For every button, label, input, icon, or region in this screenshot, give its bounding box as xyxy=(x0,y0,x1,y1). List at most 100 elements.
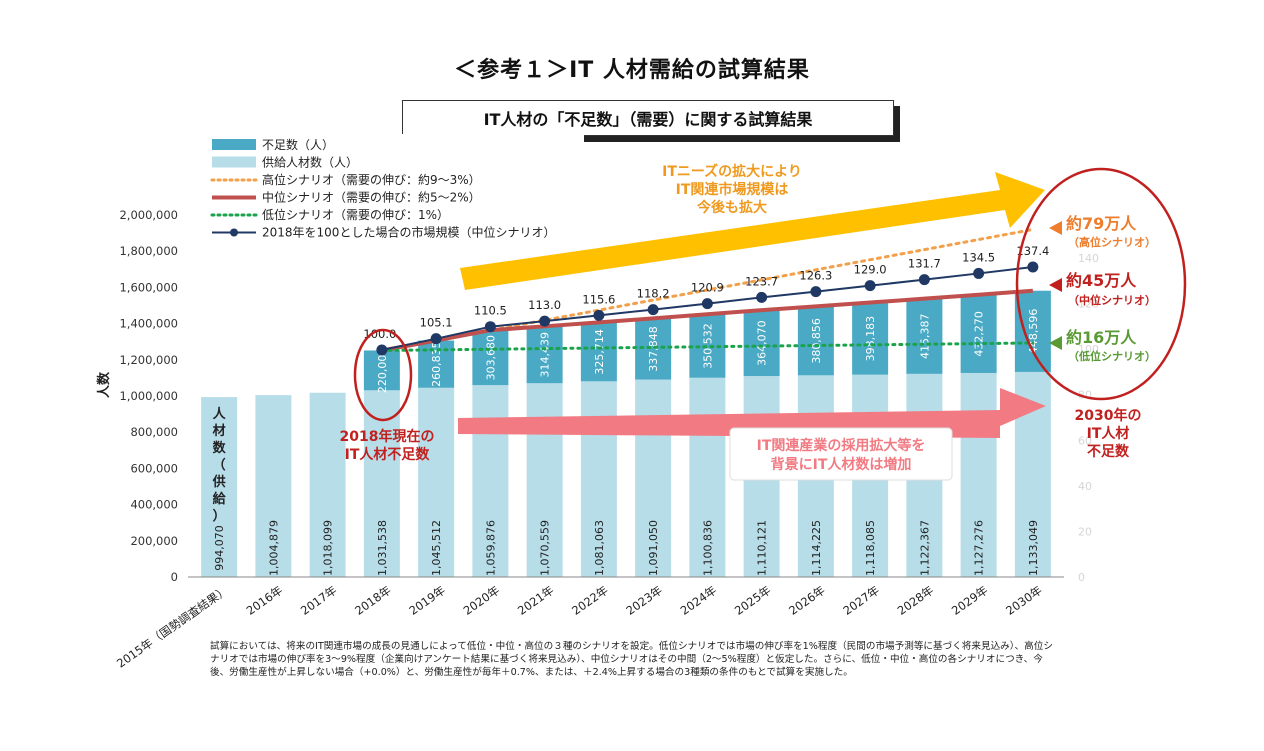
legend-label: 高位シナリオ（需要の伸び：約9～3%） xyxy=(262,172,481,187)
market-index-label: 126.3 xyxy=(799,269,832,283)
x-tick-label: 2027年 xyxy=(840,583,881,618)
x-tick-label: 2016年 xyxy=(244,583,285,618)
callout-mid-label: （中位シナリオ） xyxy=(1068,293,1156,307)
market-index-point xyxy=(1027,261,1039,273)
x-tick-label: 2028年 xyxy=(895,583,936,618)
market-index-label: 113.0 xyxy=(528,298,561,312)
legend-swatch-marker xyxy=(230,228,238,237)
x-tick-label: 2023年 xyxy=(623,583,664,618)
y-tick-label: 800,000 xyxy=(130,425,178,439)
bar-shortage xyxy=(526,326,563,384)
bar-supply-label: 1,045,512 xyxy=(430,520,443,576)
market-index-label: 123.7 xyxy=(745,274,778,288)
bar-shortage xyxy=(852,302,889,375)
y2-tick-label: 140 xyxy=(1078,252,1099,265)
annotation-hiring: IT関連産業の採用拡大等を xyxy=(757,437,926,454)
pointer-low-icon xyxy=(1049,336,1062,350)
market-index-point xyxy=(810,286,822,298)
bar-shortage-label: 380,856 xyxy=(810,318,823,364)
annotation-2030-shortage: IT人材 xyxy=(1087,425,1130,442)
x-tick-label: 2029年 xyxy=(949,583,990,618)
x-tick-label: 2022年 xyxy=(569,583,610,618)
bar-shortage xyxy=(418,340,455,388)
market-index-point xyxy=(864,280,876,292)
bar-shortage xyxy=(960,294,997,373)
callout-low-amount: 約16万人 xyxy=(1066,328,1137,347)
annotation-2018-shortage: 2018年現在の xyxy=(340,428,435,445)
footnote: 試算においては、将来のIT関連市場の成長の見通しによって低位・中位・高位の３種の… xyxy=(210,641,1053,678)
pointer-high-icon xyxy=(1049,221,1062,235)
bar-supply-label: 1,018,099 xyxy=(322,520,335,576)
market-index-point xyxy=(430,333,442,345)
highlight-2018-shortage xyxy=(353,328,413,422)
bar-supply-label: 1,127,276 xyxy=(973,520,986,576)
y-tick-label: 2,000,000 xyxy=(119,208,178,222)
bar-supply-label: 994,070 xyxy=(213,525,226,571)
callout-mid-amount: 約45万人 xyxy=(1066,271,1137,290)
y2-tick-label: 60 xyxy=(1078,434,1092,447)
bar-supply xyxy=(635,379,672,577)
x-tick-label: 2030年 xyxy=(1003,583,1044,618)
bar-shortage-label: 415,387 xyxy=(918,314,931,360)
market-index-label: 118.2 xyxy=(637,287,670,301)
bar-supply xyxy=(689,377,726,577)
y-tick-label: 200,000 xyxy=(130,534,178,548)
legend-label: 不足数（人） xyxy=(262,137,334,152)
bar-supply xyxy=(580,381,617,577)
bar-supply xyxy=(526,383,563,577)
bar-supply-label: 1,031,538 xyxy=(376,520,389,576)
line-high-scenario xyxy=(380,227,1035,352)
legend-box xyxy=(204,134,584,242)
annotation-it-needs: 今後も拡大 xyxy=(696,199,767,216)
x-tick-label: 2019年 xyxy=(406,583,447,618)
legend-label: 中位シナリオ（需要の伸び：約5～2%） xyxy=(262,190,481,205)
market-index-label: 105.1 xyxy=(420,316,453,330)
bar-supply xyxy=(418,387,455,577)
bar-shortage xyxy=(906,298,943,374)
x-tick-label: 2025年 xyxy=(732,583,773,618)
market-index-point xyxy=(918,274,930,286)
bar-shortage-label: 303,680 xyxy=(484,335,497,381)
bar-supply xyxy=(363,390,400,577)
x-tick-label: 2020年 xyxy=(461,583,502,618)
bar-supply xyxy=(255,395,292,577)
market-index-label: 134.5 xyxy=(962,250,995,264)
x-tick-label: 2024年 xyxy=(678,583,719,618)
callout-high-amount: 約79万人 xyxy=(1066,214,1137,233)
bar-supply-label: 1,110,121 xyxy=(756,520,769,576)
bar-supply-label: 1,081,063 xyxy=(593,520,606,576)
supply-vertical-label: 供 xyxy=(212,474,226,490)
chart-subtitle: IT人材の「不足数」（需要）に関する試算結果 xyxy=(402,100,894,136)
bar-shortage-label: 448,596 xyxy=(1027,309,1040,355)
bar-supply-label: 1,091,050 xyxy=(647,520,660,576)
market-index-label: 110.5 xyxy=(474,304,507,318)
annotation-2030-shortage: 不足数 xyxy=(1087,443,1130,460)
bar-supply-label: 1,133,049 xyxy=(1027,520,1040,576)
annotation-it-needs: IT関連市場規模は xyxy=(676,181,789,198)
legend-swatch xyxy=(212,139,256,150)
annotation-hiring: 背景にIT人材数は増加 xyxy=(771,456,912,473)
market-index-label: 120.9 xyxy=(691,281,724,295)
bar-shortage-label: 314,439 xyxy=(539,332,552,378)
arrow-market-growth xyxy=(460,172,1045,290)
bar-shortage-label: 432,270 xyxy=(973,311,986,357)
bar-supply xyxy=(201,397,238,577)
legend-label: 低位シナリオ（需要の伸び：1%） xyxy=(262,207,449,222)
market-index-label: 137.4 xyxy=(1016,244,1049,258)
y-tick-label: 400,000 xyxy=(130,498,178,512)
y-tick-label: 1,600,000 xyxy=(119,280,178,294)
annotation-it-needs: ITニーズの拡大により xyxy=(662,163,802,180)
bar-shortage-label: 337,848 xyxy=(647,326,660,372)
bar-shortage xyxy=(1014,290,1051,372)
bar-shortage-label: 220,000 xyxy=(376,348,389,394)
y-tick-label: 1,400,000 xyxy=(119,317,178,331)
legend-swatch xyxy=(212,156,256,168)
bar-shortage-label: 364,070 xyxy=(756,320,769,366)
y-tick-label: 1,800,000 xyxy=(119,244,178,258)
y-tick-label: 600,000 xyxy=(130,461,178,475)
y2-tick-label: 0 xyxy=(1078,571,1085,584)
bar-supply-label: 1,122,367 xyxy=(918,520,931,576)
market-index-point xyxy=(376,344,388,356)
bar-supply-label: 1,118,085 xyxy=(864,520,877,576)
